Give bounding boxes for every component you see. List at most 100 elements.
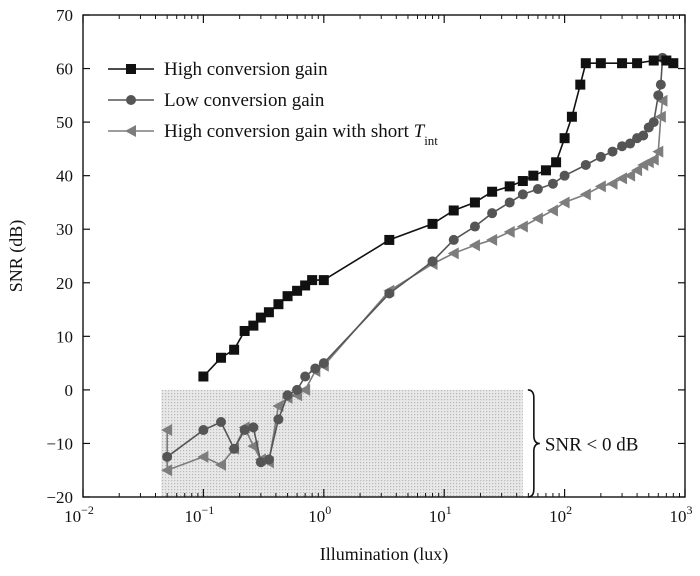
series-circle [162,52,668,468]
data-point [487,208,498,219]
legend: High conversion gain Low conversion gain H… [108,59,438,148]
data-point [255,457,266,468]
data-point [575,79,586,90]
series-layer [161,52,679,477]
y-tick-label: 10 [56,327,73,346]
data-point [427,256,438,267]
data-point [558,196,570,209]
data-point [566,111,577,122]
x-tick-label: 102 [549,503,572,526]
data-point [318,275,329,286]
data-point [546,204,558,217]
x-axis-title: Illumination (lux) [320,544,448,565]
data-point [624,169,636,182]
data-point [631,164,643,177]
y-tick-label: 70 [56,6,73,25]
data-point [559,170,570,181]
data-point [239,425,250,436]
data-point [300,280,311,291]
data-point [273,414,284,425]
data-point [517,176,528,187]
data-point [504,197,515,208]
data-point [162,451,173,462]
data-point [504,181,515,192]
data-point [580,159,591,170]
data-point [310,363,321,374]
negative-snr-region [161,389,523,497]
legend-label: Low conversion gain [164,90,325,111]
data-point [625,138,636,149]
data-point [161,424,173,437]
data-point [503,225,515,238]
data-point [606,177,618,190]
data-point [469,221,480,232]
data-point [318,358,329,369]
data-point [551,157,562,168]
data-point [516,220,528,233]
data-point [517,189,528,200]
data-point [547,178,558,189]
data-point [595,58,606,69]
data-point [292,285,303,296]
data-point [255,312,266,323]
data-point [668,58,679,69]
legend-marker [125,125,136,137]
data-point [648,55,659,66]
annotations: SNR < 0 dB [527,389,639,498]
data-point [655,79,666,90]
y-tick-label: 50 [56,113,73,132]
data-point [197,450,209,463]
data-point [248,320,259,331]
data-point [617,58,628,69]
data-point [580,58,591,69]
data-point [198,425,209,436]
data-point [486,233,498,246]
y-tick-label: 20 [56,274,73,293]
x-tick-label: 10−1 [185,503,215,526]
y-tick-label: −20 [46,488,73,507]
data-point [307,275,318,286]
series-square [198,55,679,382]
data-point [616,172,628,185]
y-tick-label: 60 [56,60,73,79]
legend-label: High conversion gain [164,59,328,80]
legend-marker [126,64,136,74]
data-point [384,288,395,299]
data-point [468,239,480,252]
data-point [579,188,591,201]
data-point [198,371,209,382]
data-point [239,325,250,336]
data-point [229,344,240,355]
plot-frame [82,14,686,498]
data-point [161,464,173,477]
data-point [448,234,459,245]
data-point [247,440,259,453]
data-point [214,458,226,471]
data-point [299,383,311,396]
data-point [607,146,618,157]
x-tick-label: 101 [429,503,452,526]
data-point [263,454,274,465]
data-point [248,422,259,433]
x-tick-label: 103 [670,503,693,526]
data-point [654,110,666,123]
data-point [531,212,543,225]
annotation-brace [527,389,540,498]
data-point [594,180,606,193]
data-point [487,186,498,197]
data-point [282,390,293,401]
data-point [272,399,284,412]
data-point [648,117,659,128]
data-point [282,291,293,302]
data-point [653,90,664,101]
y-tick-label: 30 [56,220,73,239]
legend-marker [126,95,136,105]
data-point [638,130,649,141]
annotation-label: SNR < 0 dB [545,434,639,455]
x-tick-label: 100 [308,503,331,526]
y-tick-label: 40 [56,167,73,186]
data-point [300,371,311,382]
data-point [384,234,395,245]
